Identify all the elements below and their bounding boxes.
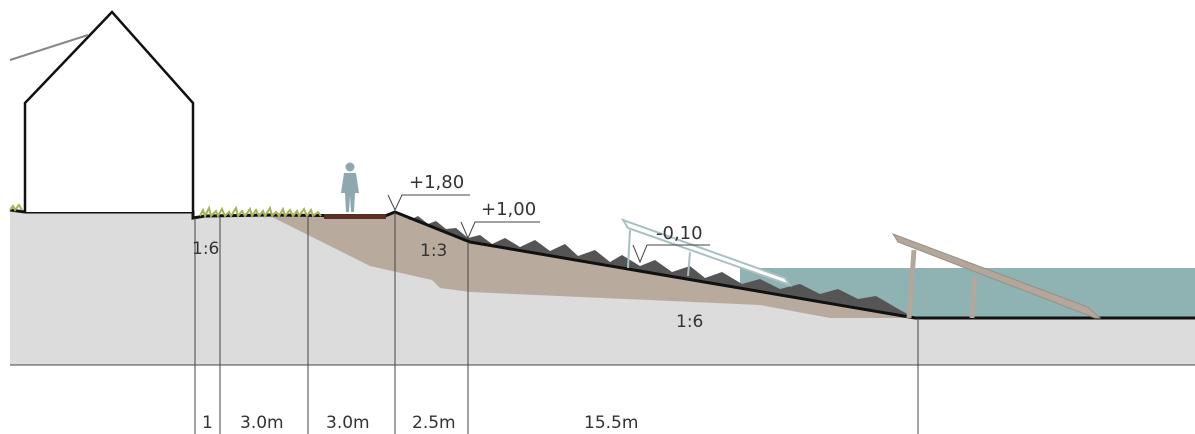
dimension-label: 1 — [202, 413, 213, 433]
slope-outer-lower-label: 1:6 — [676, 312, 703, 332]
person-silhouette-icon — [341, 162, 359, 212]
slope-outer-upper-label: 1:3 — [420, 241, 447, 261]
slope-inner-label: 1:6 — [192, 239, 219, 259]
grass-strip — [199, 205, 322, 219]
armour-stone-layer — [400, 214, 915, 318]
grass-left — [9, 203, 23, 212]
level-marker-crest — [387, 194, 470, 212]
level-water-label: -0,10 — [656, 223, 703, 244]
crest-path — [324, 214, 386, 219]
dimension-label: 3.0m — [240, 413, 284, 433]
level-berm-label: +1,00 — [481, 199, 536, 220]
sloped-pier-icon — [891, 233, 1102, 319]
level-crest-label: +1,80 — [409, 172, 464, 193]
dimension-label: 3.0m — [326, 413, 370, 433]
dimension-label: 15.5m — [584, 413, 638, 433]
level-marker-water — [632, 244, 710, 264]
dimension-lines — [194, 212, 919, 434]
dimension-label: 2.5m — [412, 413, 456, 433]
tilted-panel-outline-icon — [620, 218, 793, 287]
house-outline-icon — [9, 10, 195, 212]
level-marker-berm — [460, 221, 540, 240]
